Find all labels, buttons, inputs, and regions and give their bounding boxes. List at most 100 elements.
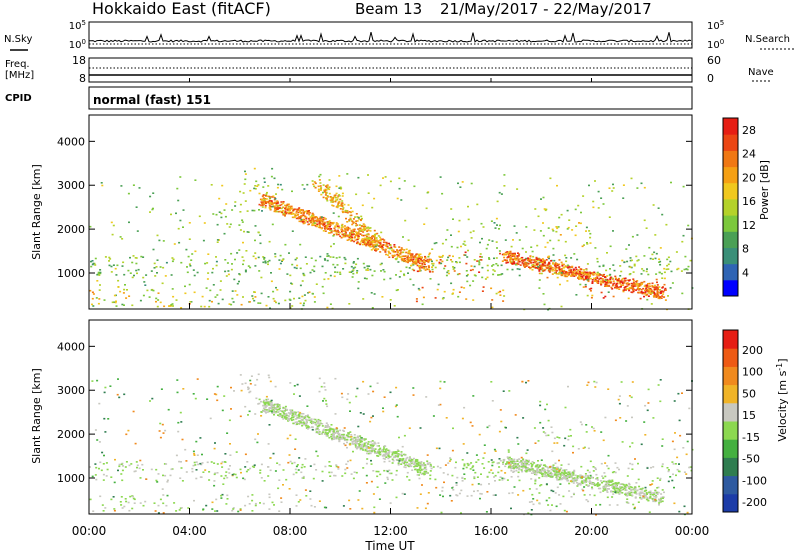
velocity-cell-72: [408, 479, 411, 481]
power-cell-74: [565, 257, 568, 259]
velocity-cell-1910: [631, 416, 633, 419]
velocity-cell-1839: [567, 471, 570, 473]
velocity-cell-104: [260, 477, 263, 479]
velocity-cell-2006: [213, 484, 216, 487]
power-cell-2345: [531, 250, 534, 253]
velocity-cell-391: [481, 463, 484, 465]
power-cell-1968: [566, 272, 569, 275]
power-cell-2696: [91, 263, 94, 266]
power-cell-1295: [407, 261, 409, 264]
velocity-cell-75: [567, 463, 570, 466]
velocity-cell-1780: [557, 475, 560, 477]
power-cell-1123: [300, 212, 303, 214]
power-cell-205: [115, 274, 118, 276]
velocity-cell-431: [441, 486, 444, 489]
velocity-cell-1066: [350, 434, 353, 436]
power-cell-2699: [230, 303, 233, 306]
power-cell-1077: [308, 223, 310, 225]
power-cell-2146: [593, 271, 596, 274]
velocity-cell-1137: [267, 402, 270, 404]
velocity-cell-1872: [549, 475, 552, 478]
power-cell-116: [352, 262, 355, 264]
power-cell-1452: [354, 216, 356, 218]
velocity-cell-183: [667, 470, 670, 473]
velocity-cell-127: [334, 474, 337, 477]
power-cell-1388: [279, 210, 282, 213]
power-cell-1365: [301, 221, 304, 223]
power-cell-342: [307, 292, 310, 294]
velocity-cell-1186: [276, 404, 279, 406]
power-cell-1966: [641, 283, 643, 285]
freq-tick-top: 18: [72, 54, 86, 67]
power-cell-2293: [581, 272, 584, 274]
velocity-cell-1079: [359, 447, 362, 450]
velocity-cell-169: [552, 464, 555, 466]
velocity-cell-349: [162, 494, 165, 496]
velocity-cell-1046: [332, 438, 335, 440]
power-cell-1193: [400, 258, 403, 260]
power-cell-118: [371, 274, 374, 277]
velocity-cell-439: [542, 431, 545, 433]
power-cell-2519: [539, 230, 542, 232]
velocity-cell-383: [463, 473, 466, 475]
power-cell-859: [261, 195, 264, 197]
power-cell-502: [415, 298, 418, 300]
power-cell-387: [221, 298, 224, 301]
power-cell-1272: [428, 266, 430, 269]
velocity-cell-144: [118, 463, 121, 466]
power-cell-2535: [151, 208, 154, 211]
velocity-cell-2069: [426, 454, 429, 456]
velocity-cell-361: [274, 385, 277, 388]
power-cell-672: [287, 203, 290, 206]
power-cell-886: [350, 230, 353, 233]
power-cell-31: [324, 272, 327, 274]
velocity-cell-2078: [94, 463, 97, 465]
velocity-cell-976: [293, 412, 296, 415]
velocity-cell-826: [284, 417, 287, 419]
velocity-cell-844: [382, 457, 385, 460]
power-cell-2579: [326, 306, 329, 309]
power-cell-1530: [355, 222, 357, 225]
power-cell-2305: [535, 256, 538, 259]
velocity-cell-1709: [506, 456, 509, 458]
power-cell-2199: [509, 259, 512, 262]
velocity-cell-1859: [574, 479, 577, 482]
power-cell-139: [362, 262, 365, 265]
power-cell-362: [228, 303, 231, 305]
velocity-cell-174: [370, 463, 373, 465]
power-cell-2196: [538, 270, 541, 272]
velocity-cell-318: [259, 502, 261, 504]
velocity-cell-1292: [556, 479, 559, 481]
power-cell-762: [264, 205, 267, 207]
power-cell-1771: [637, 286, 640, 289]
power-cell-229: [252, 255, 255, 258]
power-cell-1289: [388, 252, 390, 254]
power-cell-1528: [331, 201, 334, 203]
velocity-cell-2043: [573, 469, 576, 472]
velocity-cell-590: [331, 430, 334, 433]
power-cell-2536: [525, 226, 528, 228]
power-cell-269: [99, 269, 102, 271]
power-cell-1981: [521, 256, 524, 259]
power-cell-1299: [357, 235, 360, 237]
power-cell-1760: [519, 264, 522, 266]
velocity-cell-192: [223, 461, 226, 463]
power-cell-772: [421, 262, 424, 265]
power-cell-186: [247, 265, 250, 267]
velocity-cell-138: [430, 467, 433, 470]
power-cell-2609: [676, 268, 679, 271]
power-cell-2483: [452, 292, 454, 295]
velocity-cell-1607: [572, 472, 575, 475]
power-cell-2548: [437, 283, 440, 286]
power-cell-1054: [407, 251, 410, 253]
velocity-cell-450: [551, 450, 554, 453]
velocity-cell-1111: [264, 405, 267, 407]
velocity-cell-397: [487, 461, 490, 463]
velocity-cell-1531: [606, 480, 609, 482]
power-cell-2192: [623, 286, 626, 289]
power-cell-1549: [346, 211, 349, 214]
velocity-cell-1772: [585, 484, 588, 486]
velocity-cell-1001: [334, 437, 337, 440]
velocity-cell-2072: [581, 476, 584, 478]
velocity-cell-152: [95, 478, 98, 481]
